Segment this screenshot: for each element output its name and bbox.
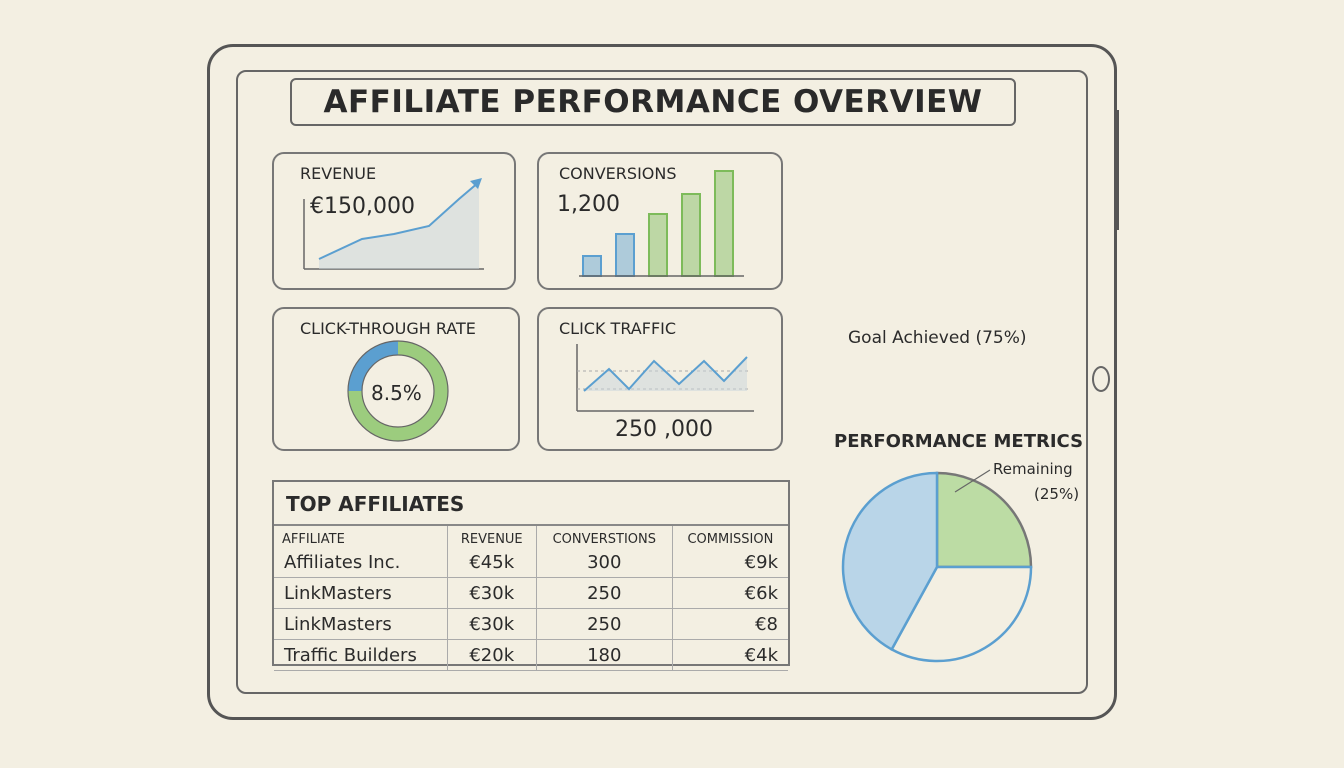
- goal-achieved-label: Goal Achieved (75%): [848, 328, 1027, 348]
- ctr-card[interactable]: CLICK-THROUGH RATE 8.5%: [272, 307, 520, 451]
- conversion-bar: [714, 170, 734, 277]
- traffic-line: [583, 356, 748, 392]
- cell-revenue: €45k: [446, 547, 537, 578]
- top-affiliates-table: TOP AFFILIATES AFFILIATE REVENUE CONVERS…: [272, 480, 790, 671]
- arrow-up-icon: [470, 178, 482, 189]
- remaining-leader-line: [954, 469, 991, 493]
- conversion-bar: [648, 213, 668, 277]
- conversions-label: CONVERSIONS: [559, 164, 677, 183]
- ctr-donut-segment: [348, 341, 399, 392]
- revenue-value: €150,000: [310, 194, 415, 219]
- revenue-line-chart: [303, 178, 484, 270]
- cell-conversions: 180: [535, 639, 673, 671]
- cell-revenue: €30k: [446, 608, 537, 640]
- pie-slice-remaining: [935, 471, 1033, 569]
- performance-metrics-title: PERFORMANCE METRICS: [834, 431, 1084, 452]
- col-conversions: CONVERSTIONS: [535, 525, 673, 547]
- ctr-value: 8.5%: [371, 381, 422, 405]
- cell-conversions: 250: [535, 608, 673, 640]
- revenue-card[interactable]: REVENUE €150,000: [272, 152, 516, 290]
- col-affiliate: AFFILIATE: [282, 532, 345, 547]
- table-row[interactable]: LinkMasters €30k 250 €6k: [274, 577, 788, 609]
- pie-slice-achieved-a: [890, 565, 1033, 663]
- col-commission: COMMISSION: [671, 525, 788, 547]
- cell-revenue: €30k: [446, 577, 537, 609]
- cell-commission: €9k: [671, 547, 788, 578]
- tablet-side-edge: [1116, 110, 1127, 230]
- click-traffic-label: CLICK TRAFFIC: [559, 319, 677, 338]
- revenue-label: REVENUE: [300, 164, 377, 183]
- pie-slice-achieved-b: [841, 471, 939, 652]
- click-traffic-card[interactable]: CLICK TRAFFIC 250 ,000: [537, 307, 783, 451]
- conversion-bar: [681, 193, 701, 277]
- table-header-row: AFFILIATE REVENUE CONVERSTIONS COMMISSIO…: [274, 525, 788, 547]
- conversions-bar-chart: [579, 170, 744, 277]
- conversions-value: 1,200: [557, 192, 620, 217]
- cell-affiliate-name: Affiliates Inc.: [274, 547, 448, 578]
- cell-conversions: 250: [535, 577, 673, 609]
- ctr-label: CLICK-THROUGH RATE: [300, 319, 476, 338]
- conversions-card[interactable]: CONVERSIONS 1,200: [537, 152, 783, 290]
- page-title: AFFILIATE PERFORMANCE OVERVIEW: [290, 78, 1016, 126]
- cell-commission: €6k: [671, 577, 788, 609]
- remaining-label: Remaining: [993, 460, 1073, 478]
- tablet-screen: [236, 70, 1088, 694]
- conversion-bar: [582, 255, 602, 277]
- home-button[interactable]: [1092, 366, 1110, 392]
- cell-affiliate-name: LinkMasters: [274, 577, 448, 609]
- click-traffic-line-chart: [576, 344, 754, 412]
- tablet-frame: [207, 44, 1117, 720]
- remaining-percent: (25%): [1034, 485, 1080, 503]
- table-row[interactable]: Affiliates Inc. €45k 300 €9k: [274, 547, 788, 578]
- click-traffic-value: 250 ,000: [615, 417, 713, 442]
- table-row[interactable]: Traffic Builders €20k 180 €4k: [274, 639, 788, 671]
- col-revenue: REVENUE: [446, 525, 537, 547]
- table-title: TOP AFFILIATES: [286, 492, 465, 516]
- revenue-trend-line: [318, 181, 480, 260]
- cell-commission: €8: [671, 608, 788, 640]
- cell-affiliate-name: LinkMasters: [274, 608, 448, 640]
- ctr-donut-chart: [347, 340, 449, 442]
- performance-pie-chart: [841, 469, 1033, 663]
- cell-conversions: 300: [535, 547, 673, 578]
- cell-revenue: €20k: [446, 639, 537, 671]
- cell-commission: €4k: [671, 639, 788, 671]
- cell-affiliate-name: Traffic Builders: [274, 639, 448, 671]
- table-row[interactable]: LinkMasters €30k 250 €8: [274, 608, 788, 640]
- conversion-bar: [615, 233, 635, 277]
